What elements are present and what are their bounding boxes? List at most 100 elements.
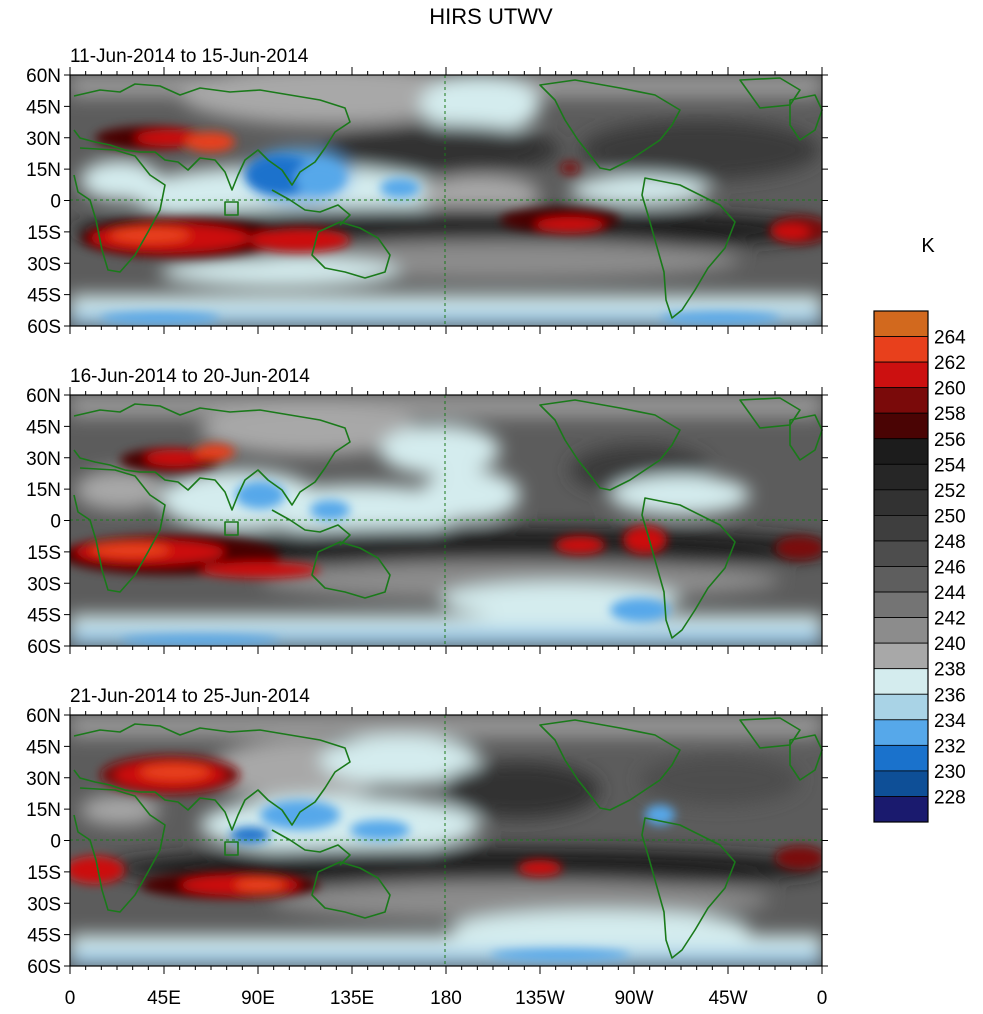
south-america-coastline <box>641 817 736 959</box>
contour-field <box>70 715 822 966</box>
europe-asia-coastline <box>73 403 351 511</box>
map-panel-3: 21-Jun-2014 to 25-Jun-2014 <box>70 686 822 966</box>
africa-coastline <box>73 787 166 913</box>
lon-tick-label: 135W <box>515 988 565 1009</box>
lon-tick-label: 90E <box>241 988 275 1009</box>
lat-tick-label: 15N <box>26 160 61 181</box>
island-marker <box>224 521 239 536</box>
lat-tick-label: 30N <box>26 769 61 790</box>
south-america-coastline <box>641 497 736 639</box>
map-panel-1: 11-Jun-2014 to 15-Jun-2014 <box>70 46 822 326</box>
lat-tick-label: 30S <box>27 254 61 275</box>
lat-tick-label: 60N <box>26 706 61 727</box>
lat-tick-label: 15N <box>26 800 61 821</box>
colorbar-swatch <box>873 515 929 542</box>
lat-tick-label: 30N <box>26 129 61 150</box>
panel-axes: 60N 45N 30N 15N 0 15S 30S 45S 60S <box>26 66 828 338</box>
colorbar-swatch <box>873 489 929 516</box>
colorbar-swatch <box>873 744 929 772</box>
colorbar-frame <box>873 310 929 823</box>
lat-tick-label: 15S <box>27 543 61 564</box>
lat-tick-label: 60N <box>26 386 61 407</box>
colorbar-level-label: 256 <box>934 430 966 451</box>
australia-coastline <box>311 861 391 919</box>
contour-field <box>70 75 822 326</box>
greenland-coastline <box>739 397 801 429</box>
australia-coastline <box>311 541 391 599</box>
colorbar-level-label: 228 <box>934 787 966 808</box>
colorbar-level-label: 232 <box>934 736 966 757</box>
colorbar-swatch <box>873 642 929 670</box>
lat-tick-label: 60S <box>27 317 61 338</box>
panel-period-label: 11-Jun-2014 to 15-Jun-2014 <box>70 46 309 67</box>
lat-tick-label: 60S <box>27 957 61 978</box>
colorbar-swatch <box>873 566 929 593</box>
greenland-coastline <box>739 77 801 109</box>
greenland-coastline <box>739 717 801 749</box>
colorbar-swatch <box>873 540 929 567</box>
europe-asia-coastline <box>73 723 351 831</box>
colorbar-swatch <box>873 310 929 337</box>
colorbar-level-label: 254 <box>934 455 966 476</box>
south-america-coastline <box>641 177 736 319</box>
colorbar-level-label: 252 <box>934 481 966 502</box>
lat-tick-label: 30N <box>26 449 61 470</box>
colorbar-level-label: 246 <box>934 558 966 579</box>
western-europe-coastline <box>789 414 823 461</box>
north-america-coastline <box>539 719 681 811</box>
north-america-coastline <box>539 399 681 491</box>
maritime-continent-coastline <box>271 509 351 546</box>
colorbar-swatch <box>873 336 929 363</box>
lon-tick-label: 45E <box>147 988 181 1009</box>
colorbar-swatch <box>873 796 929 823</box>
western-europe-coastline <box>789 734 823 781</box>
colorbar-swatch <box>873 668 929 695</box>
panel-period-label: 16-Jun-2014 to 20-Jun-2014 <box>70 366 310 387</box>
lat-tick-label: 45N <box>26 97 61 118</box>
lat-tick-label: 60S <box>27 637 61 658</box>
colorbar-swatch <box>873 463 929 491</box>
figure-title: HIRS UTWV <box>429 4 553 29</box>
western-europe-coastline <box>789 94 823 141</box>
colorbar-swatch <box>873 693 929 721</box>
lon-tick-label: 180 <box>430 988 462 1009</box>
lon-tick-label: 90W <box>614 988 653 1009</box>
island-marker <box>224 841 239 856</box>
europe-asia-coastline <box>73 83 351 191</box>
lon-tick-label: 135E <box>330 988 374 1009</box>
colorbar-level-label: 264 <box>934 328 966 349</box>
colorbar-level-label: 238 <box>934 660 966 681</box>
colorbar-swatch <box>873 770 929 797</box>
panel-period-label: 21-Jun-2014 to 25-Jun-2014 <box>70 686 310 707</box>
lat-tick-label: 45S <box>27 926 61 947</box>
lat-tick-label: 15S <box>27 863 61 884</box>
panel-axes: 60N 45N 30N 15N 0 15S 30S 45S 60S <box>26 386 828 658</box>
lat-tick-label: 60N <box>26 66 61 87</box>
africa-coastline <box>73 147 166 273</box>
colorbar-level-label: 242 <box>934 609 966 630</box>
north-america-coastline <box>539 79 681 171</box>
map-panel-2: 16-Jun-2014 to 20-Jun-2014 <box>70 366 822 646</box>
colorbar-level-label: 258 <box>934 404 966 425</box>
colorbar-swatch <box>873 361 929 389</box>
colorbar-swatch <box>873 591 929 618</box>
lat-tick-label: 45N <box>26 737 61 758</box>
lat-tick-label: 0 <box>50 512 61 533</box>
maritime-continent-coastline <box>271 829 351 866</box>
colorbar-level-label: 260 <box>934 379 966 400</box>
lat-tick-label: 0 <box>50 192 61 213</box>
continent-outlines-panel-1 <box>70 75 823 326</box>
colorbar-swatch <box>873 617 929 644</box>
lat-tick-label: 0 <box>50 832 61 853</box>
africa-coastline <box>73 467 166 593</box>
lat-tick-label: 30S <box>27 574 61 595</box>
lat-tick-label: 45S <box>27 606 61 627</box>
colorbar-swatch <box>873 387 929 414</box>
lat-tick-label: 45S <box>27 286 61 307</box>
lon-tick-label: 45W <box>708 988 747 1009</box>
colorbar-level-label: 230 <box>934 762 966 783</box>
island-marker <box>224 201 239 216</box>
colorbar: K 264 262 260 258 256 254 252 250 248 246 244 242 24… <box>873 235 966 823</box>
continent-outlines-panel-2 <box>70 395 823 646</box>
